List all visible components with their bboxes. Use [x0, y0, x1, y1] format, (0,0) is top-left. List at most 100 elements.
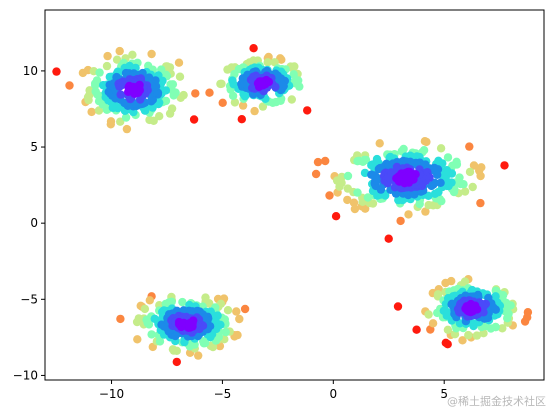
- data-point: [112, 55, 122, 64]
- watermark-text: @稀土掘金技术社区: [447, 395, 546, 408]
- data-point: [424, 200, 433, 210]
- x-axis-ticks: −10 −5 0 5: [99, 380, 448, 401]
- data-point: [277, 55, 286, 64]
- data-point: [361, 155, 371, 165]
- data-point: [185, 319, 194, 328]
- data-point: [102, 61, 112, 71]
- data-point: [523, 308, 533, 317]
- data-point: [116, 314, 125, 324]
- data-point: [174, 58, 184, 67]
- data-point: [465, 167, 475, 177]
- data-point: [122, 124, 132, 134]
- data-point: [155, 112, 164, 121]
- plot-frame: [44, 9, 545, 381]
- data-point: [52, 67, 61, 76]
- data-point: [223, 306, 233, 315]
- data-point: [468, 182, 477, 192]
- data-point: [115, 46, 124, 56]
- y-tick-label: 0: [30, 216, 38, 230]
- data-point: [428, 319, 438, 328]
- y-tick-label: −5: [20, 292, 38, 306]
- data-point: [436, 144, 446, 153]
- data-point: [176, 93, 185, 103]
- data-point: [167, 104, 177, 113]
- data-point: [199, 337, 208, 346]
- data-point: [443, 153, 453, 162]
- data-point: [235, 314, 244, 324]
- data-point: [311, 169, 321, 179]
- data-point: [238, 101, 248, 110]
- x-tick-label: −10: [99, 387, 124, 401]
- data-point: [447, 276, 456, 286]
- data-point: [217, 79, 226, 89]
- data-point: [321, 156, 330, 166]
- data-point: [469, 161, 479, 170]
- scatter-points: [52, 44, 533, 367]
- data-point: [155, 337, 165, 346]
- data-point: [147, 49, 156, 59]
- data-point: [337, 172, 346, 182]
- data-point: [240, 304, 250, 314]
- data-point: [144, 320, 154, 329]
- data-point: [288, 63, 297, 73]
- data-point: [145, 115, 154, 125]
- data-point: [106, 117, 116, 126]
- data-point: [436, 178, 445, 187]
- data-point: [441, 338, 450, 347]
- data-point: [258, 102, 268, 111]
- data-point: [458, 336, 467, 345]
- data-point: [194, 351, 203, 360]
- data-point: [393, 302, 403, 311]
- data-point: [412, 325, 421, 334]
- data-point: [349, 198, 359, 207]
- data-point: [65, 81, 74, 90]
- data-point: [221, 327, 230, 337]
- data-point: [129, 84, 138, 94]
- data-point: [189, 115, 199, 124]
- data-point: [331, 212, 341, 221]
- data-point: [384, 234, 393, 243]
- data-point: [404, 210, 413, 219]
- data-point: [166, 80, 175, 89]
- data-point: [368, 199, 378, 208]
- data-point: [289, 70, 298, 79]
- data-point: [375, 139, 384, 148]
- data-point: [257, 78, 267, 88]
- data-point: [424, 310, 433, 319]
- data-point: [116, 90, 125, 99]
- data-point: [350, 204, 360, 214]
- data-point: [140, 304, 150, 314]
- data-point: [92, 76, 102, 85]
- data-point: [325, 191, 334, 200]
- x-tick-label: 5: [440, 387, 448, 401]
- data-point: [464, 330, 473, 340]
- data-point: [385, 173, 394, 182]
- data-point: [337, 178, 346, 188]
- data-point: [313, 157, 323, 167]
- data-point: [476, 198, 485, 208]
- data-point: [475, 166, 484, 175]
- x-tick-label: 0: [329, 387, 337, 401]
- y-tick-label: 10: [23, 64, 38, 78]
- data-point: [179, 318, 188, 328]
- data-point: [175, 72, 185, 81]
- data-point: [460, 187, 470, 196]
- data-point: [94, 106, 104, 115]
- data-point: [343, 195, 352, 205]
- x-tick-label: −5: [214, 387, 232, 401]
- data-point: [421, 207, 430, 216]
- data-point: [443, 325, 453, 334]
- data-point: [145, 296, 154, 305]
- data-point: [250, 106, 259, 116]
- data-point: [133, 335, 142, 344]
- data-point: [128, 50, 137, 59]
- data-point: [491, 292, 500, 301]
- y-tick-label: 5: [30, 140, 38, 154]
- data-point: [168, 345, 178, 354]
- data-point: [498, 324, 507, 333]
- data-point: [396, 216, 405, 226]
- y-axis-ticks: −10 −5 0 5 10: [13, 64, 45, 382]
- data-point: [249, 44, 258, 53]
- data-point: [465, 142, 474, 151]
